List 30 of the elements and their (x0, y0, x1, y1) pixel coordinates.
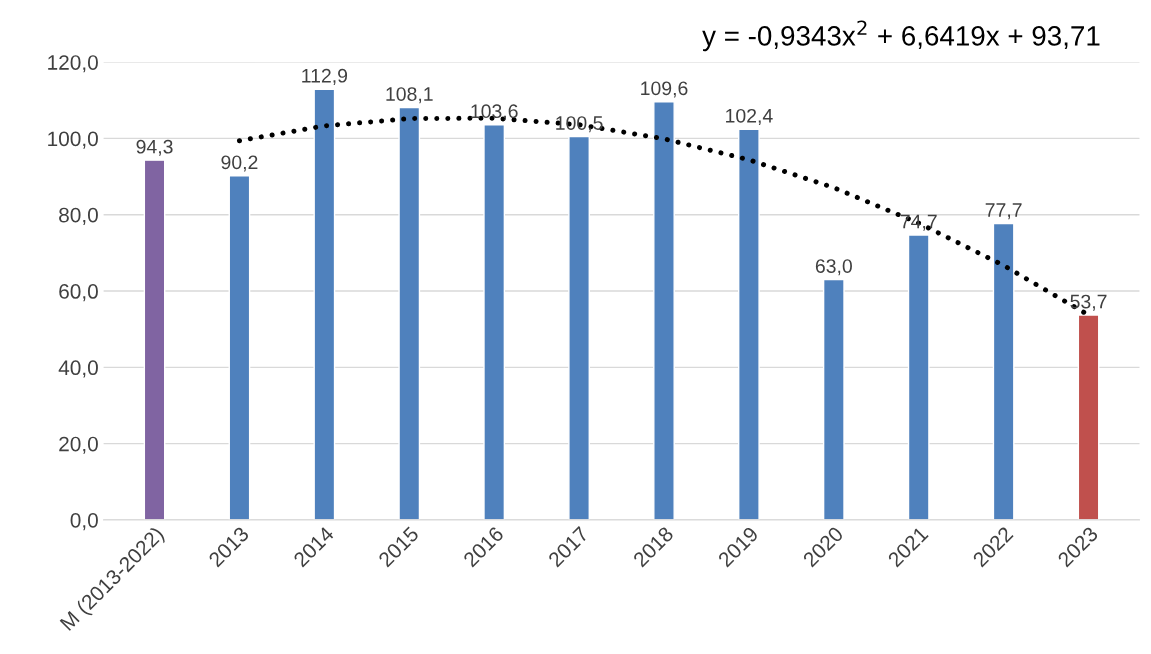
bar (568, 135, 590, 520)
text: y = -0,9343x$^{2}$ + 6,6419x + 93,71 (702, 20, 1100, 52)
bar (143, 159, 166, 520)
bar (313, 88, 336, 520)
data-label: 103,6 (471, 104, 518, 121)
data-label: 100,5 (556, 116, 603, 133)
bar (992, 222, 1015, 520)
data-label: 90,2 (221, 155, 258, 172)
data-label: 94,3 (136, 139, 173, 156)
y-tick-label: 60,0 (59, 284, 98, 302)
bar (398, 106, 421, 520)
data-label: 53,7 (1070, 294, 1107, 311)
y-tick-label: 100,0 (48, 131, 98, 149)
data-label: 77,7 (985, 203, 1022, 220)
y-tick-label: 40,0 (58, 360, 98, 378)
data-label: 102,4 (726, 108, 773, 125)
y-tick-label: 20,0 (59, 436, 98, 454)
bar (483, 124, 506, 520)
bar (653, 101, 675, 520)
bar (822, 278, 845, 520)
data-label: 108,1 (386, 87, 433, 104)
y-tick-label: 80,0 (59, 207, 98, 225)
bar (907, 234, 930, 520)
data-label: 112,9 (302, 68, 348, 85)
data-label: 63,0 (815, 259, 852, 276)
data-label: 109,6 (641, 81, 688, 98)
bar (738, 128, 760, 520)
bar (1077, 314, 1100, 520)
y-tick-label: 120,0 (48, 55, 98, 73)
bar (228, 175, 251, 520)
